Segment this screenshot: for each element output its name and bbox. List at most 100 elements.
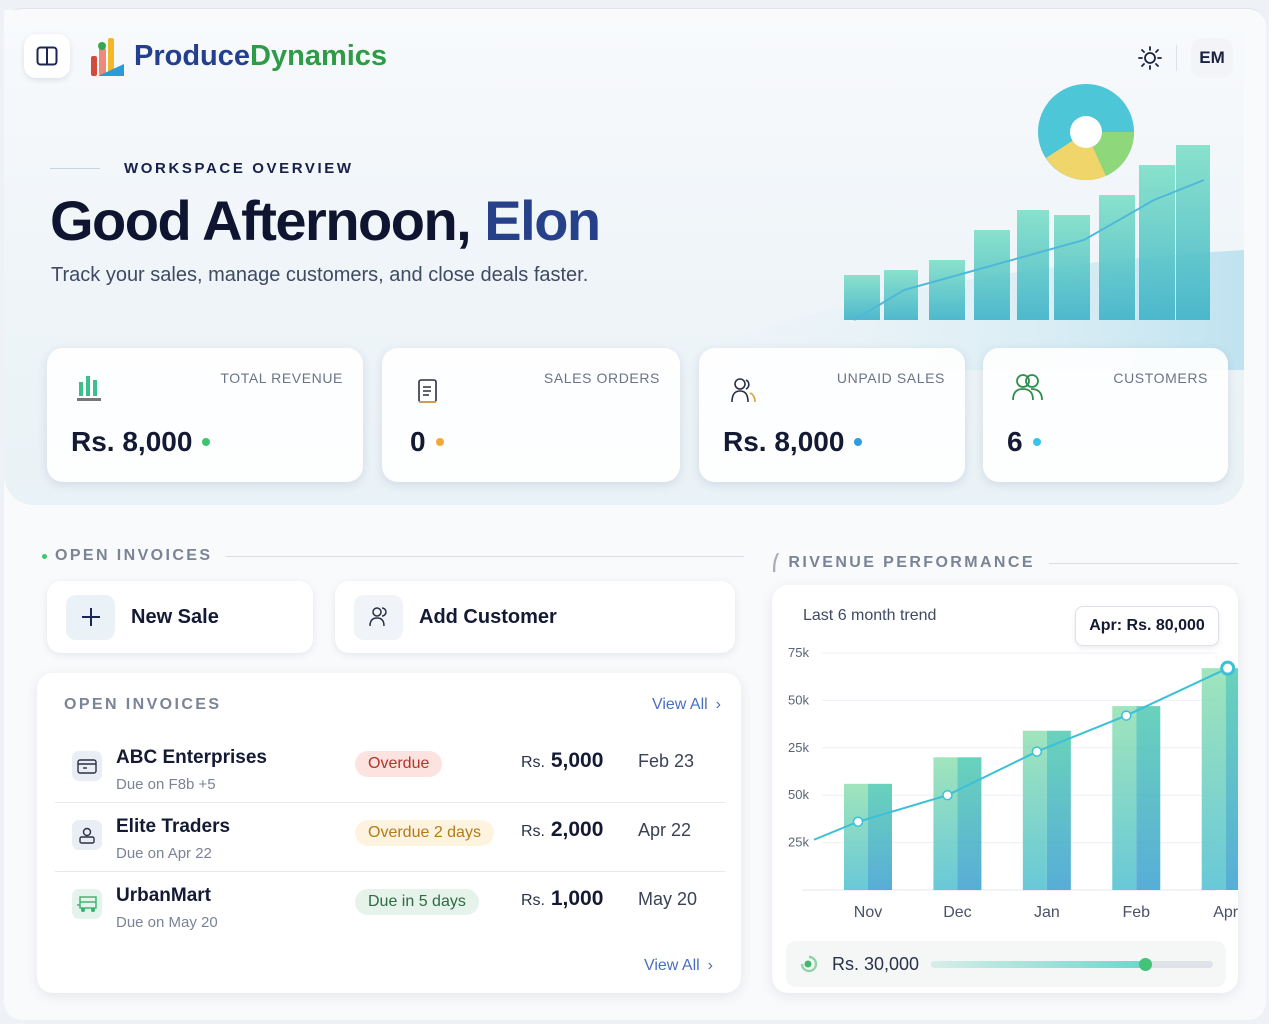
sidebar-toggle-button[interactable] (24, 34, 70, 78)
store-icon (77, 759, 97, 774)
new-sale-button[interactable]: New Sale (47, 581, 313, 653)
bar (844, 783, 868, 890)
amount: 5,000 (550, 749, 604, 772)
trend-point (942, 789, 953, 801)
add-customer-label: Add Customer (419, 605, 557, 628)
customers-icon (1012, 374, 1043, 401)
logo-bars-icon (91, 38, 124, 76)
stat-label: TOTAL REVENUE (220, 370, 343, 386)
greeting-heading: Good Afternoon, Elon (50, 188, 601, 253)
brand-logo[interactable]: ProduceDynamics (88, 34, 387, 78)
hero-illustration (704, 84, 1244, 370)
invoice-row[interactable]: Elite Traders Due on Apr 22 Overdue 2 da… (55, 804, 725, 872)
status-dot (1032, 438, 1041, 446)
view-all-label: View All (651, 696, 708, 713)
bar (1046, 730, 1071, 890)
section-rule (1048, 562, 1238, 564)
stat-label: UNPAID SALES (836, 370, 945, 386)
stat-label: SALES ORDERS (543, 370, 660, 386)
add-customer-button[interactable]: Add Customer (335, 581, 735, 653)
invoices-card-title: OPEN INVOICES (64, 696, 222, 713)
trend-point (1031, 746, 1043, 757)
chart-tooltip: Apr: Rs. 80,000 (1075, 606, 1219, 646)
brand-name-part2: Dynamics (250, 39, 388, 72)
trend-point (1220, 660, 1236, 676)
invoice-date: May 20 (638, 889, 698, 909)
stat-label: CUSTOMERS (1113, 370, 1208, 386)
stat-card-total-revenue[interactable]: TOTAL REVENUE Rs. 8,000 (47, 348, 363, 482)
customer-name: Elite Traders (116, 816, 231, 837)
user-icon (79, 827, 95, 844)
bar (868, 783, 892, 890)
greeting-text: Good Afternoon, (50, 189, 472, 252)
stat-card-sales-orders[interactable]: SALES ORDERS 0 (382, 348, 680, 482)
due-text: Due on Apr 22 (116, 845, 212, 862)
plus-icon (81, 608, 100, 626)
bar (933, 757, 958, 890)
section-title-open-invoices: OPEN INVOICES (55, 547, 213, 564)
section-dot (42, 553, 47, 559)
brand-name-part1: Produce (134, 39, 251, 72)
status-badge: Due in 5 days (355, 889, 479, 915)
x-tick-label: Feb (1122, 904, 1150, 921)
trend-point (1121, 710, 1132, 721)
sun-icon[interactable] (1138, 46, 1162, 70)
stat-value: Rs. 8,000 (723, 426, 845, 457)
section-marker: ⎛ (772, 555, 783, 572)
view-all-label: View All (643, 957, 700, 974)
invoice-row[interactable]: ABC Enterprises Due on F8b +5 Overdue Rs… (55, 735, 725, 803)
status-badge: Overdue 2 days (355, 820, 494, 846)
y-tick-label: 25k (788, 740, 809, 755)
view-all-bottom-link[interactable]: View All › (644, 957, 713, 975)
trend-line (813, 667, 1229, 841)
add-user-icon (368, 607, 387, 627)
stat-value: Rs. 8,000 (71, 426, 193, 457)
eyebrow-label: WORKSPACE OVERVIEW (124, 160, 354, 177)
new-sale-label: New Sale (131, 605, 219, 628)
stat-value: 6 (1007, 426, 1023, 457)
slider-handle[interactable] (1139, 958, 1153, 971)
y-tick-label: 50k (788, 692, 809, 707)
currency: Rs. (521, 823, 545, 840)
chart-title: Last 6 month trend (803, 607, 937, 624)
bar (957, 757, 982, 890)
users-icon (731, 378, 756, 403)
status-dot (435, 438, 444, 446)
y-tick-label: 25k (788, 835, 809, 850)
stat-card-customers[interactable]: CUSTOMERS 6 (983, 348, 1228, 482)
hero-pie-icon (1038, 84, 1135, 181)
view-all-top-link[interactable]: View All › (652, 696, 721, 714)
section-title-revenue: RIVENUE PERFORMANCE (788, 554, 1035, 571)
currency: Rs. (521, 754, 545, 771)
y-tick-label: 75k (788, 645, 809, 660)
stat-value: 0 (410, 426, 426, 457)
invoice-row[interactable]: UrbanMart Due on May 20 Due in 5 days Rs… (55, 873, 725, 941)
slider-track[interactable] (931, 958, 1213, 971)
bar (1112, 706, 1137, 890)
x-tick-label: Apr (1213, 904, 1238, 921)
x-tick-label: Nov (854, 904, 882, 921)
bar-chart-icon (77, 376, 101, 401)
due-text: Due on May 20 (116, 914, 218, 931)
currency: Rs. (521, 892, 545, 909)
amount: 1,000 (550, 887, 604, 910)
hero-subtitle: Track your sales, manage customers, and … (51, 264, 589, 286)
status-dot (854, 438, 863, 446)
document-icon (418, 379, 437, 403)
bar (1136, 706, 1161, 890)
chevron-right-icon: › (707, 957, 713, 974)
stat-card-unpaid-sales[interactable]: UNPAID SALES Rs. 8,000 (699, 348, 965, 482)
slider-value: Rs. 30,000 (832, 954, 920, 974)
y-tick-label: 50k (788, 787, 809, 802)
revenue-slider-panel: Rs. 30,000 (786, 941, 1226, 987)
refresh-icon (800, 955, 818, 973)
revenue-chart: 25k 50k 25k 50k 75k Nov Dec Jan Feb Apr (788, 645, 1238, 921)
chevron-right-icon: › (715, 696, 721, 713)
section-rule (226, 555, 744, 557)
truck-icon (77, 896, 97, 912)
amount: 2,000 (550, 818, 604, 841)
status-badge: Overdue (355, 751, 443, 777)
user-avatar[interactable]: EM (1191, 38, 1233, 78)
user-name: Elon (484, 189, 601, 252)
bar (1201, 668, 1226, 890)
